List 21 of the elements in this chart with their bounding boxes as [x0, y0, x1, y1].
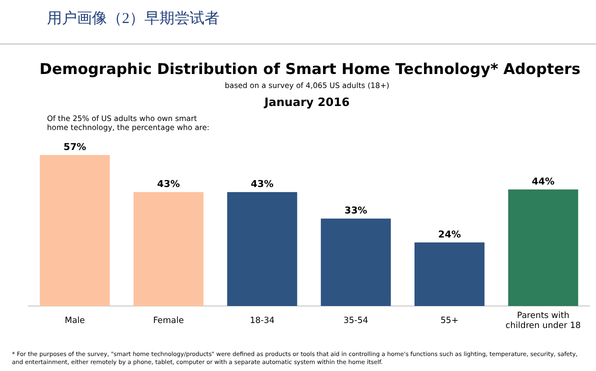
bar: [227, 192, 298, 306]
text: January 2016: [264, 95, 350, 109]
data-label: 33%: [344, 206, 368, 217]
x-tick-label: Parents with children under 18: [506, 311, 581, 331]
x-tick-label: 55+: [440, 316, 458, 326]
data-label: 24%: [438, 229, 462, 240]
bar: [40, 155, 110, 306]
x-tick-label: Male: [64, 316, 85, 326]
chart-title: Demographic Distribution of Smart Home Technology* Adopters: [40, 60, 581, 78]
data-label: 44%: [532, 176, 556, 188]
bar: [320, 218, 391, 306]
data-label: 43%: [157, 179, 180, 190]
data-label: 57%: [63, 142, 87, 153]
x-tick-label: Female: [153, 316, 184, 326]
bar: [134, 192, 204, 306]
x-tick-label: 18-34: [250, 316, 275, 326]
bar: [414, 242, 484, 306]
text: 用户画像（2）早期尝试者: [47, 11, 220, 27]
data-label: 43%: [250, 179, 274, 190]
bar: [508, 189, 578, 306]
x-tick-label: 35-54: [343, 316, 368, 326]
